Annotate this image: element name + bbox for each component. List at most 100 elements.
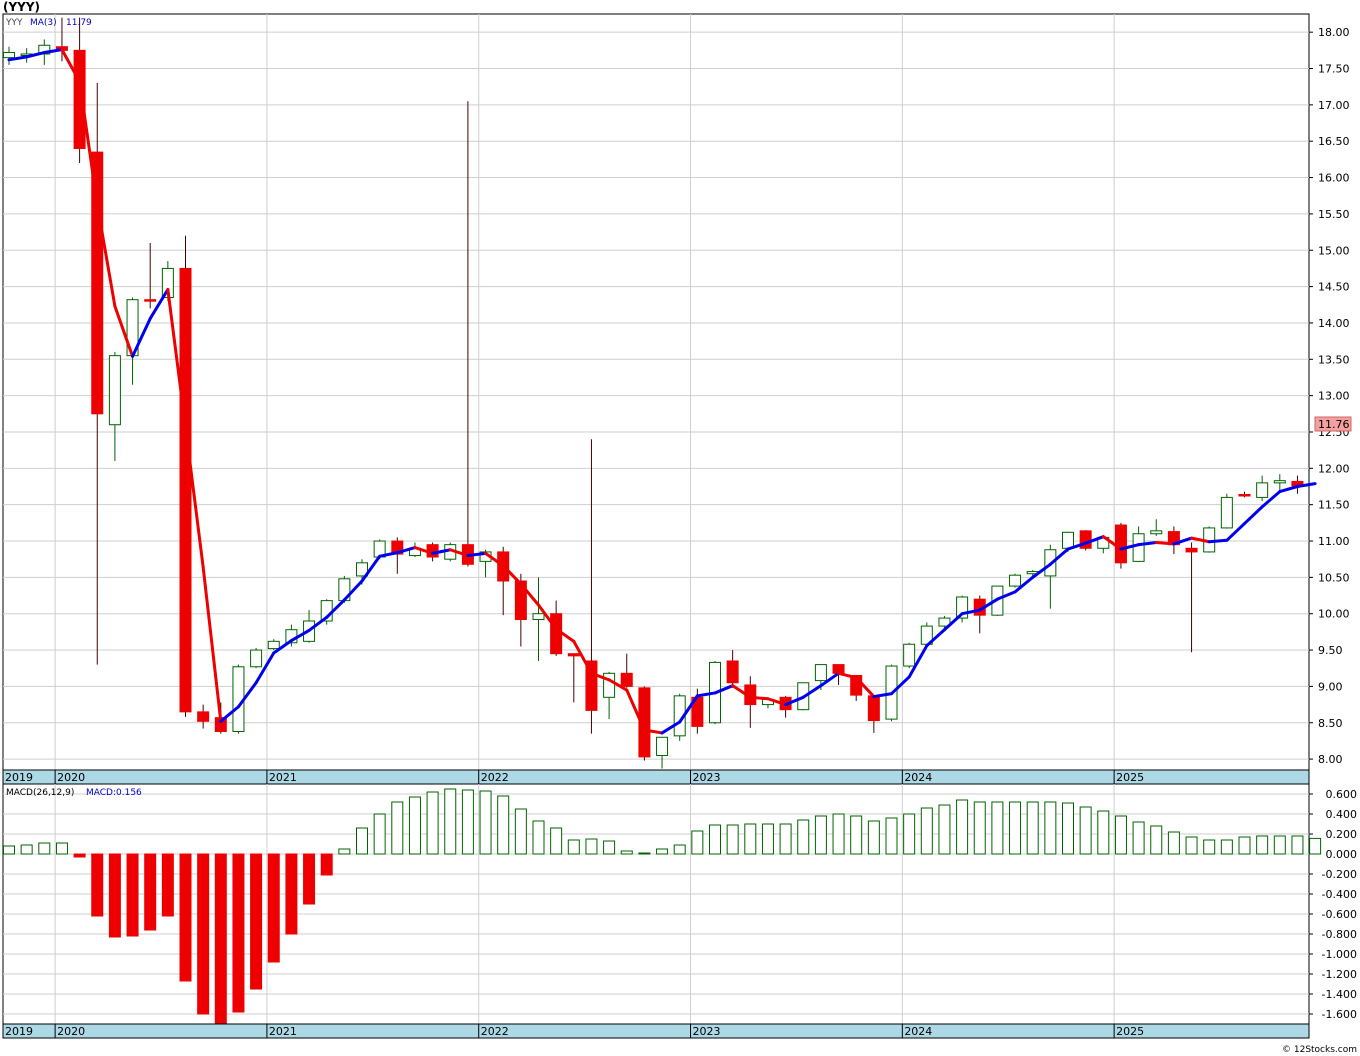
ma-segment (413, 546, 435, 555)
macd-bar (991, 801, 1004, 855)
ma-segment (1066, 541, 1088, 551)
macd-legend-title: MACD(26,12,9) (6, 788, 74, 798)
macd-bar (391, 801, 404, 855)
ma-segment (1190, 536, 1211, 544)
macd-bar (1238, 836, 1251, 855)
candle-body (179, 267, 192, 713)
y-tick-label: 8.50 (1318, 717, 1343, 730)
ma-segment (501, 564, 523, 586)
macd-bar (567, 839, 580, 855)
macd-bar (356, 827, 368, 855)
ma-segment (131, 317, 152, 358)
candle-body (1150, 530, 1163, 535)
macd-bar (850, 815, 863, 855)
ma-segment (78, 80, 99, 206)
ma-segment (1048, 547, 1070, 566)
ma-segment (1013, 575, 1035, 594)
y-tick-label: 0.400 (1326, 808, 1358, 821)
macd-bar (408, 796, 421, 855)
macd-bar (885, 817, 898, 855)
y-tick-label: 0.000 (1326, 848, 1358, 861)
macd-bar (144, 853, 157, 931)
macd-bar (920, 807, 933, 855)
ma-segment (1101, 535, 1123, 551)
macd-bars (3, 788, 1322, 1025)
ma-segment (978, 597, 999, 612)
macd-bar (461, 789, 474, 855)
macd-bar (1150, 825, 1163, 855)
year-label: 2023 (693, 1025, 721, 1038)
ma-segment (1278, 485, 1299, 494)
ma-segment (342, 579, 364, 602)
macd-bar (197, 853, 210, 1015)
ma-segment (942, 612, 964, 632)
macd-bar (656, 848, 669, 855)
candle-body (656, 736, 669, 756)
candle-body (814, 664, 827, 682)
macd-bar (1009, 801, 1022, 855)
y-tick-label: 10.50 (1318, 571, 1350, 584)
macd-bar (744, 823, 757, 855)
macd-bar (938, 804, 951, 855)
macd-bar (3, 845, 15, 855)
macd-bar (338, 848, 351, 855)
macd-bar (444, 788, 457, 855)
year-label: 2024 (904, 1025, 932, 1038)
macd-bar (1220, 839, 1233, 855)
ma-segment (448, 548, 470, 558)
macd-bar (250, 853, 263, 990)
ma-segment (325, 598, 346, 619)
candle-body (603, 672, 616, 698)
ma-segment (1295, 482, 1317, 488)
macd-bar (532, 820, 545, 855)
candle-body (903, 643, 916, 667)
macd-bar (1062, 802, 1074, 855)
ma-segment (466, 551, 488, 558)
y-tick-label: 10.00 (1318, 608, 1350, 621)
macd-bar (779, 823, 792, 855)
macd-bar (638, 852, 651, 855)
macd-y-axis: 0.600 0.400 0.200 0.000 -0.200 -0.400 -0.600 -0… (1309, 788, 1357, 1021)
year-label: 2020 (57, 771, 85, 784)
ma-segment (1154, 540, 1176, 546)
candle-body (73, 49, 86, 149)
ma-segment (113, 304, 135, 358)
macd-bar (214, 853, 227, 1025)
year-label: 2021 (269, 1025, 297, 1038)
ma-segment (678, 694, 699, 724)
ma-segment (819, 671, 841, 688)
macd-bar (973, 801, 986, 855)
candle-body (91, 151, 104, 415)
legend-symbol: YYY (5, 18, 23, 28)
year-label: 2019 (5, 1025, 33, 1038)
last-price-badge (1314, 416, 1352, 432)
ma-segment (166, 288, 187, 429)
ma-segment (784, 695, 805, 707)
macd-bar (797, 819, 810, 855)
candle-body (1062, 531, 1074, 549)
year-label: 2025 (1116, 771, 1144, 784)
y-tick-label: 15.00 (1318, 244, 1350, 257)
macd-bar (1309, 837, 1322, 855)
macd-bar (126, 853, 139, 937)
macd-bar (761, 823, 774, 855)
macd-bar (285, 853, 298, 935)
macd-bar (814, 815, 827, 855)
macd-bar (603, 840, 616, 855)
y-tick-label: 0.200 (1326, 828, 1358, 841)
macd-bar (1079, 806, 1092, 855)
macd-bar (673, 844, 686, 855)
ma-segment (890, 675, 911, 696)
y-tick-label: 9.00 (1318, 680, 1343, 693)
candle-body (567, 653, 580, 657)
ma-segment (1225, 522, 1246, 542)
ma-segment (1137, 540, 1158, 547)
date-band-macd (2, 1023, 1310, 1039)
ma-segment (219, 705, 240, 723)
ma-segment (695, 691, 717, 698)
year-label: 2021 (269, 771, 297, 784)
ma-segment (236, 681, 258, 709)
candle-body (550, 613, 563, 655)
candle-body (1238, 493, 1251, 497)
